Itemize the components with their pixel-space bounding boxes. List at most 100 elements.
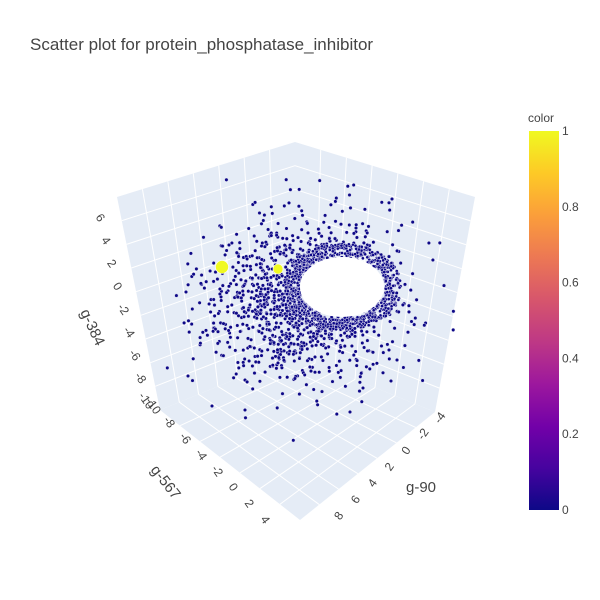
scatter-point [230,265,235,270]
scatter-point [308,340,313,345]
scatter-point [253,248,258,253]
z-tick-label: 0 [110,280,125,294]
scatter-point [242,408,247,413]
scatter-point [259,353,264,358]
scatter-point [272,300,277,305]
scatter-point [278,312,283,317]
scatter-point [361,317,366,322]
scatter-point [384,262,389,267]
scatter-point [287,321,292,326]
colorbar[interactable] [529,131,559,510]
scatter-point [246,289,251,294]
scatter-point [252,233,257,238]
scatter-point [321,322,326,327]
scatter-point [349,332,354,337]
scatter-point [286,298,290,303]
scatter-point [260,240,265,245]
scatter-point [165,365,170,370]
scatter-point [267,322,272,327]
scatter-point [200,330,205,335]
scatter-point [383,314,388,318]
point-cloud-hole [300,257,384,317]
scatter-point [314,257,319,262]
scatter-point [288,187,293,192]
scatter-point [321,325,326,330]
scatter-point [331,249,335,254]
scatter-point [309,369,314,374]
scatter-point [235,323,240,328]
scatter-point [338,375,343,380]
scatter-point [369,318,374,323]
scatter-point [174,293,179,298]
scatter-point [329,332,334,337]
scatter-point [306,250,311,254]
scatter-point [361,256,365,261]
scatter-point [211,321,216,326]
scatter-point [264,275,269,280]
scatter-point [234,232,239,237]
scatter-point [263,240,268,245]
scatter-point [320,244,324,249]
scatter-point [201,235,206,240]
scatter-point [300,256,305,261]
scatter-point [387,254,392,259]
scatter-point [251,283,256,288]
scatter-point [287,331,292,336]
scatter-point [208,310,213,315]
scatter-point [240,289,245,294]
scatter-point [271,349,276,354]
scatter-point [269,275,274,280]
scatter-point [279,338,284,343]
scatter-point [355,358,360,363]
scatter-point [293,274,298,278]
scatter-point [360,333,365,338]
scatter-point [348,324,352,328]
scatter-point [371,325,376,330]
scatter-point [359,244,364,249]
scatter-point [327,369,332,374]
scatter-point [286,289,290,294]
scatter-point [285,292,289,296]
scatter-point [246,326,251,331]
scatter-point [236,271,241,276]
scatter-point [359,329,364,334]
scatter-point [313,247,318,251]
scatter-point [313,237,318,242]
scatter-point [292,299,297,304]
scatter-point [225,304,230,309]
scatter-point [268,338,273,343]
scatter-point [240,322,245,327]
scatter-point [301,340,306,345]
scatter-point [391,273,396,277]
grid-line [279,403,416,505]
y-axis-title: g-567 [147,462,184,503]
scatter-point [246,226,251,231]
scatter-point [235,335,240,340]
scatter-point [302,310,307,315]
grid-line [243,157,257,371]
scatter-point [311,387,316,392]
scatter-point [395,248,400,253]
scatter-point [211,297,216,302]
scatter-point [198,335,203,340]
scatter-point [334,196,339,201]
scatter-point [366,323,371,328]
scatter-point [216,311,221,316]
scatter-point [301,268,306,272]
scatter-point [296,292,300,296]
scatter-point [194,266,199,271]
scatter-point [252,296,257,301]
scatter-point [242,357,247,362]
scatter-point [279,329,284,334]
scatter-point [254,239,259,244]
scatter-point [228,335,233,340]
scatter-point [260,326,265,331]
scatter-point [185,261,190,266]
scatter-point [420,378,425,383]
scatter-point [260,283,265,288]
scatter-point [324,250,328,254]
scatter-point [250,364,255,369]
scatter-point [385,290,390,295]
scatter-point [283,265,288,270]
